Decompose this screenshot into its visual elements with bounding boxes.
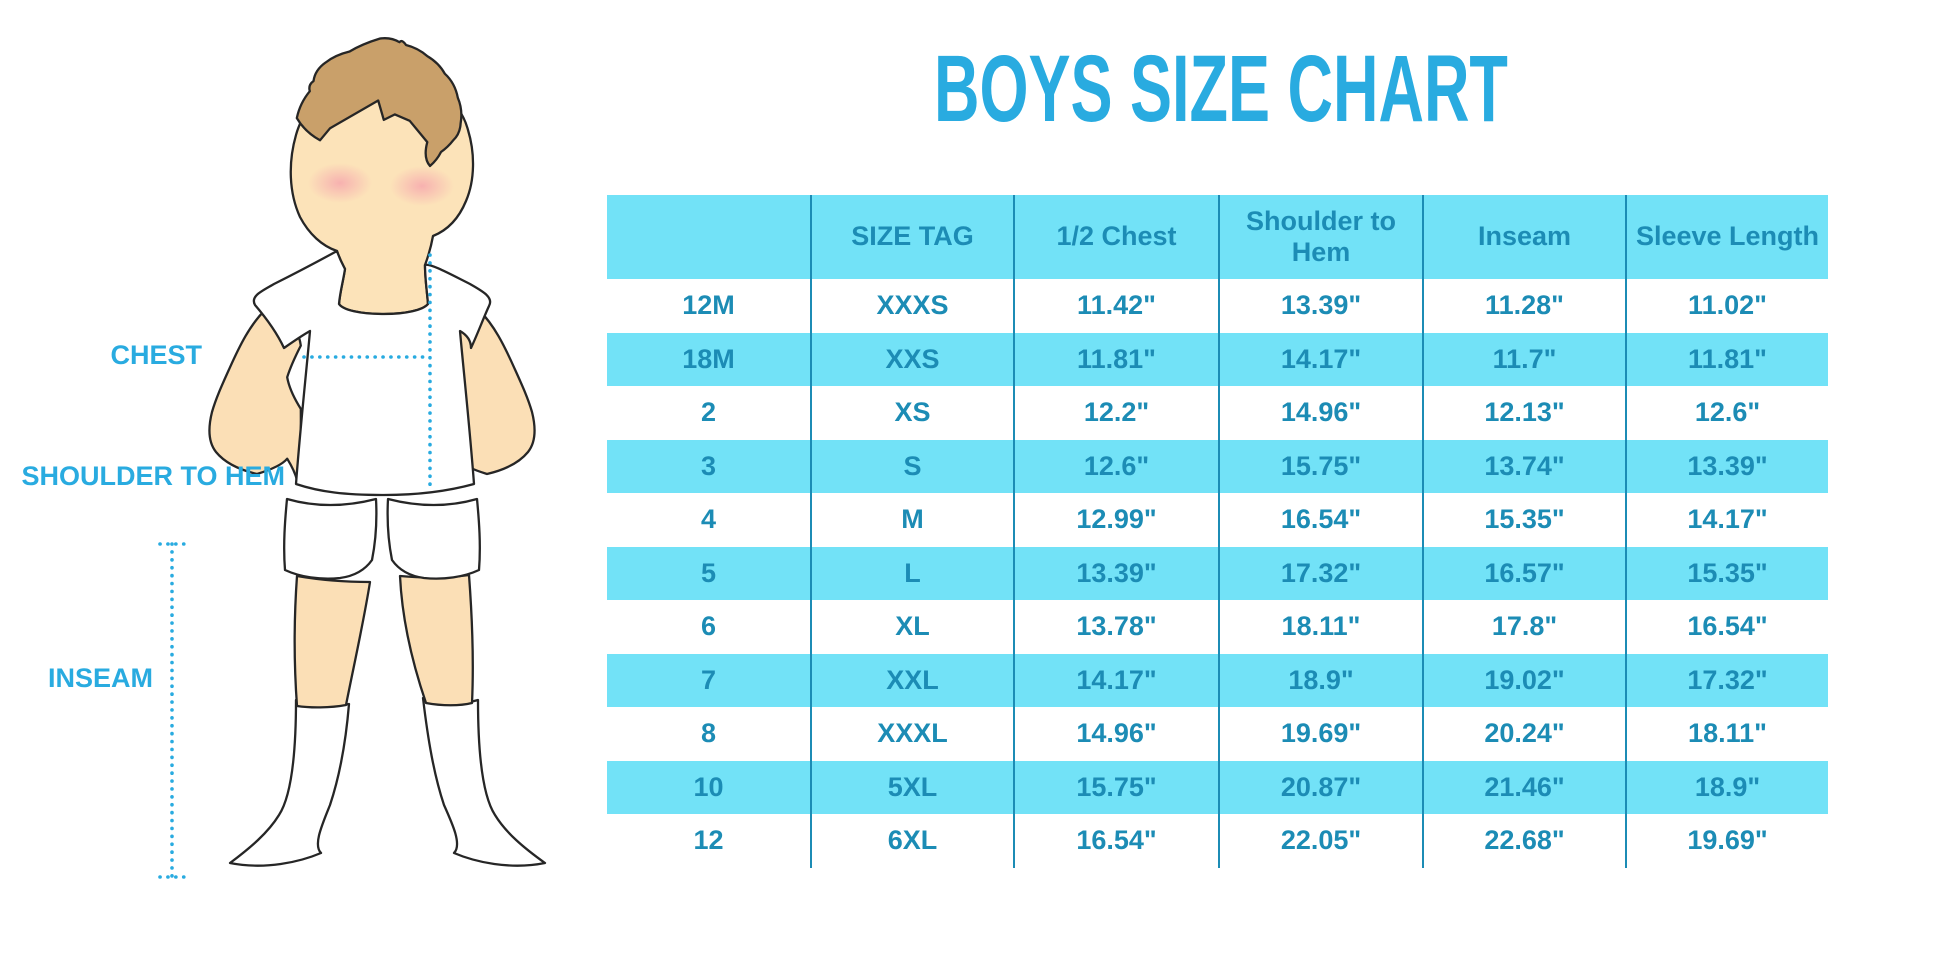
svg-text:CHEST: CHEST	[110, 340, 202, 370]
svg-text:SHOULDER TO HEM: SHOULDER TO HEM	[21, 461, 285, 491]
svg-text:INSEAM: INSEAM	[48, 663, 153, 693]
